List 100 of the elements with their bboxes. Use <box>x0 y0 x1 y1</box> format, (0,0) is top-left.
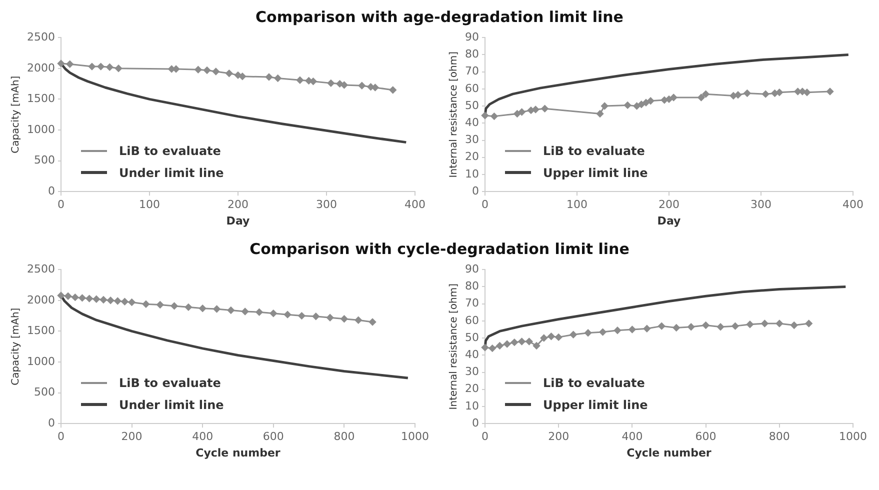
x-tick-label: 100 <box>138 198 160 212</box>
point <box>100 296 108 304</box>
y-tick-label: 0 <box>472 416 479 430</box>
x-tick-label: 400 <box>622 430 643 444</box>
point <box>194 66 202 74</box>
point <box>57 292 65 300</box>
legend-label: Upper limit line <box>542 166 648 180</box>
point <box>790 322 798 329</box>
point <box>64 292 72 300</box>
point <box>601 102 608 110</box>
point <box>389 86 396 94</box>
point <box>698 94 705 102</box>
y-axis-title: Capacity [mAh] <box>10 308 22 386</box>
point <box>57 60 65 68</box>
x-tick-label: 400 <box>192 430 214 444</box>
point <box>688 323 695 330</box>
y-tick-label: 2000 <box>26 61 55 74</box>
point <box>142 300 150 308</box>
legend-label: Under limit line <box>118 166 224 180</box>
point <box>170 302 178 310</box>
point <box>599 328 606 336</box>
point <box>265 73 273 81</box>
point <box>642 99 650 106</box>
point <box>88 63 96 70</box>
x-tick-label: 400 <box>404 198 426 212</box>
point <box>481 112 489 120</box>
x-tick-label: 800 <box>768 430 790 444</box>
point <box>86 295 93 302</box>
point <box>274 74 282 82</box>
x-tick-label: 0 <box>57 430 64 444</box>
point <box>665 96 673 103</box>
point <box>354 316 362 324</box>
point <box>805 320 812 328</box>
x-tick-label: 200 <box>548 430 570 444</box>
point <box>66 60 74 68</box>
point <box>532 342 540 350</box>
legend-label: LiB to evaluate <box>118 376 221 390</box>
y-tick-label: 90 <box>464 262 479 276</box>
y-tick-label: 40 <box>464 348 479 362</box>
point <box>213 305 220 313</box>
y-axis-title: Capacity [mAh] <box>10 76 22 154</box>
point <box>238 72 246 80</box>
point <box>762 90 770 98</box>
x-tick-label: 0 <box>481 198 488 212</box>
point <box>121 298 128 306</box>
point <box>555 334 562 341</box>
y-tick-label: 30 <box>464 133 479 146</box>
y-tick-label: 70 <box>464 64 479 78</box>
y-tick-label: 80 <box>464 48 479 61</box>
point <box>532 106 540 114</box>
point <box>761 320 768 328</box>
point <box>614 326 622 334</box>
x-tick-label: 200 <box>658 198 680 212</box>
point <box>658 322 666 330</box>
point <box>340 315 348 322</box>
point <box>730 92 737 100</box>
point <box>518 108 526 116</box>
y-tick-label: 20 <box>464 150 479 164</box>
point <box>702 90 710 98</box>
point <box>312 312 320 320</box>
point <box>776 88 783 96</box>
y-tick-label: 0 <box>472 184 479 198</box>
point <box>624 102 632 109</box>
y-tick-label: 60 <box>464 82 479 95</box>
point <box>106 64 114 71</box>
y-axis-title: Internal resistance [ohm] <box>448 51 460 178</box>
point <box>826 88 834 96</box>
point <box>212 68 220 76</box>
y-tick-label: 2500 <box>26 30 55 44</box>
point <box>488 344 496 352</box>
legend-label: LiB to evaluate <box>542 144 645 158</box>
point <box>526 338 533 346</box>
x-axis-title: Day <box>657 214 681 228</box>
point <box>128 298 136 306</box>
y-tick-label: 1000 <box>26 354 55 368</box>
y-tick-label: 500 <box>34 386 55 399</box>
x-axis-title: Cycle number <box>626 446 712 460</box>
y-axis-title: Internal resistance [ohm] <box>448 283 460 410</box>
point <box>270 310 277 317</box>
point <box>510 338 518 346</box>
point <box>584 329 592 336</box>
y-tick-label: 30 <box>464 365 479 378</box>
x-tick-label: 300 <box>750 198 772 212</box>
y-tick-label: 1000 <box>26 122 55 136</box>
x-tick-label: 100 <box>566 198 588 212</box>
point <box>540 334 548 342</box>
point <box>97 63 104 70</box>
y-tick-label: 40 <box>464 116 479 130</box>
y-tick-label: 2500 <box>26 262 55 276</box>
chart-title: Comparison with age-degradation limit line <box>256 8 624 26</box>
x-tick-label: 1000 <box>839 430 867 444</box>
x-tick-label: 600 <box>695 430 716 444</box>
legend-label: LiB to evaluate <box>118 144 221 158</box>
legend-label: LiB to evaluate <box>542 376 645 390</box>
point <box>340 81 348 89</box>
point <box>326 314 334 322</box>
point <box>481 344 489 352</box>
legend-label: Upper limit line <box>542 398 648 412</box>
chart-title: Comparison with cycle-degradation limit line <box>250 240 630 258</box>
y-tick-label: 50 <box>464 330 479 344</box>
